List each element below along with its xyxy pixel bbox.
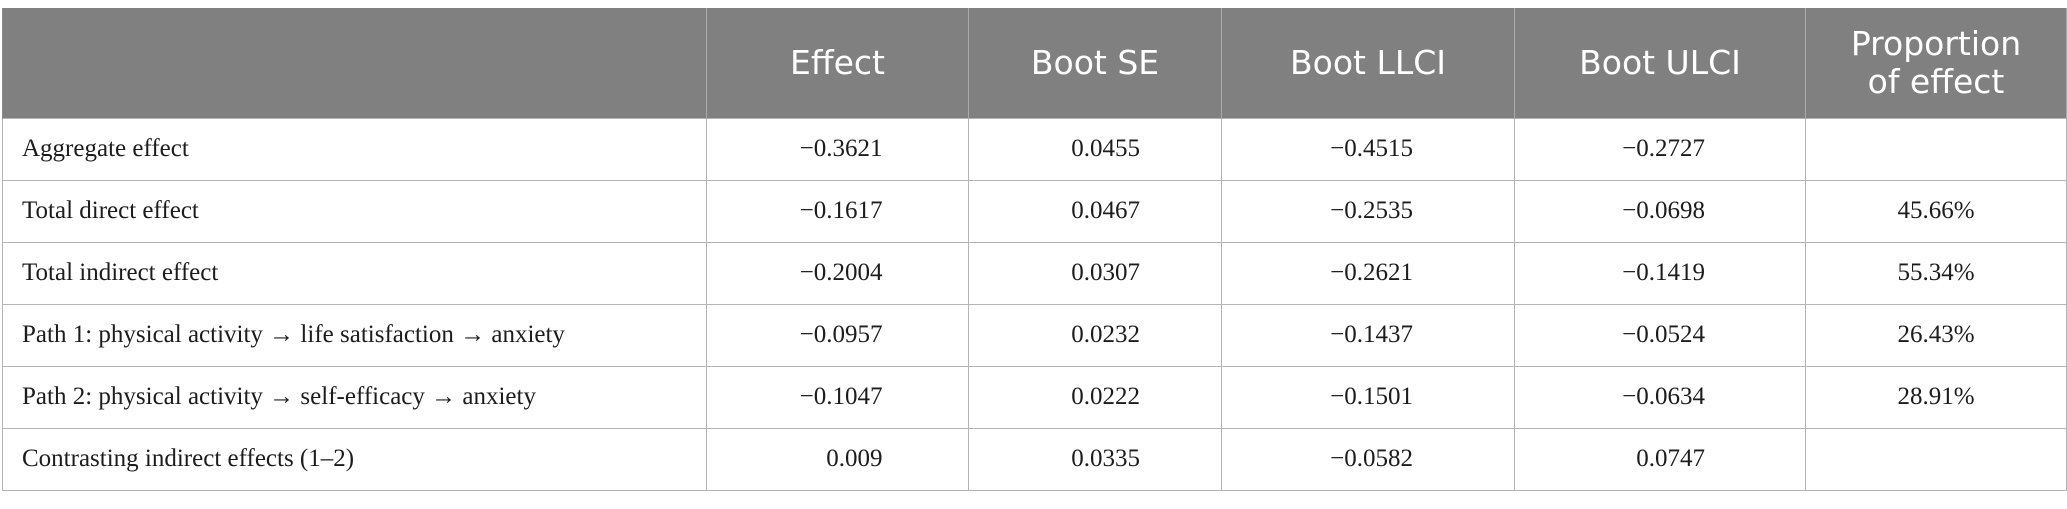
header-boot-llci: Boot LLCI <box>1221 8 1515 118</box>
cell-boot-se-value: 0.0335 <box>1071 445 1140 472</box>
row-label: Aggregate effect <box>2 117 707 181</box>
cell-boot-ulci: −0.0524 <box>1514 303 1806 367</box>
cell-boot-ulci: −0.0634 <box>1514 365 1806 429</box>
cell-boot-ulci-value: −0.0524 <box>1622 321 1705 348</box>
cell-boot-llci-value: −0.1501 <box>1330 383 1413 410</box>
cell-effect: −0.1617 <box>706 179 969 243</box>
cell-boot-se-value: 0.0467 <box>1071 197 1140 224</box>
cell-boot-ulci-value: 0.0747 <box>1636 445 1705 472</box>
cell-boot-se-value: 0.0232 <box>1071 321 1140 348</box>
table-body: Aggregate effect −0.3621 0.0455 −0.4515 −0.2… <box>2 117 2067 491</box>
cell-effect-value: −0.1617 <box>799 197 883 224</box>
cell-boot-llci: −0.4515 <box>1221 117 1515 181</box>
cell-boot-ulci: −0.2727 <box>1514 117 1806 181</box>
cell-boot-llci: −0.1501 <box>1221 365 1515 429</box>
cell-boot-llci: −0.0582 <box>1221 427 1515 491</box>
cell-effect-value: −0.1047 <box>799 383 883 410</box>
header-label-column <box>2 8 707 118</box>
cell-effect-value: 0.009 <box>826 445 883 472</box>
cell-boot-llci-value: −0.4515 <box>1330 135 1413 162</box>
cell-boot-ulci-value: −0.0698 <box>1622 197 1705 224</box>
row-label: Total direct effect <box>2 179 707 243</box>
cell-boot-llci-value: −0.0582 <box>1330 445 1413 472</box>
cell-boot-llci: −0.2535 <box>1221 179 1515 243</box>
cell-boot-se: 0.0307 <box>968 241 1222 305</box>
cell-boot-ulci: −0.0698 <box>1514 179 1806 243</box>
row-label: Path 2: physical activity → self-efficac… <box>2 365 707 429</box>
cell-boot-ulci-value: −0.1419 <box>1622 259 1705 286</box>
cell-proportion: 26.43% <box>1805 303 2067 367</box>
row-label: Total indirect effect <box>2 241 707 305</box>
cell-effect: −0.2004 <box>706 241 969 305</box>
cell-boot-ulci: −0.1419 <box>1514 241 1806 305</box>
cell-effect-value: −0.2004 <box>799 259 883 286</box>
cell-proportion <box>1805 117 2067 181</box>
cell-boot-se-value: 0.0222 <box>1071 383 1140 410</box>
cell-boot-se-value: 0.0307 <box>1071 259 1140 286</box>
header-effect: Effect <box>706 8 969 118</box>
cell-boot-se: 0.0335 <box>968 427 1222 491</box>
header-proportion-label: Proportion of effect <box>1850 23 2022 101</box>
mediation-effects-table: Effect Boot SE Boot LLCI Boot ULCI Propo… <box>2 8 2067 491</box>
table-row: Total direct effect −0.1617 0.0467 −0.2535 −… <box>2 179 2067 243</box>
cell-boot-se: 0.0467 <box>968 179 1222 243</box>
row-label: Contrasting indirect effects (1–2) <box>2 427 707 491</box>
results-table-container: Effect Boot SE Boot LLCI Boot ULCI Propo… <box>2 8 2067 491</box>
table-row: Total indirect effect −0.2004 0.0307 −0.262… <box>2 241 2067 305</box>
cell-boot-se: 0.0222 <box>968 365 1222 429</box>
cell-effect-value: −0.3621 <box>799 135 883 162</box>
cell-effect-value: −0.0957 <box>799 321 883 348</box>
cell-boot-se-value: 0.0455 <box>1071 135 1140 162</box>
cell-proportion: 55.34% <box>1805 241 2067 305</box>
header-row: Effect Boot SE Boot LLCI Boot ULCI Propo… <box>2 8 2067 118</box>
header-boot-se: Boot SE <box>968 8 1222 118</box>
cell-proportion: 28.91% <box>1805 365 2067 429</box>
table-row: Path 2: physical activity → self-efficac… <box>2 365 2067 429</box>
cell-effect: −0.0957 <box>706 303 969 367</box>
table-row: Aggregate effect −0.3621 0.0455 −0.4515 −0.2… <box>2 117 2067 181</box>
cell-effect: −0.1047 <box>706 365 969 429</box>
cell-boot-se: 0.0455 <box>968 117 1222 181</box>
cell-boot-ulci: 0.0747 <box>1514 427 1806 491</box>
table-row: Path 1: physical activity → life satisfa… <box>2 303 2067 367</box>
header-proportion-of-effect: Proportion of effect <box>1805 8 2067 118</box>
cell-boot-llci-value: −0.2621 <box>1330 259 1413 286</box>
table-header: Effect Boot SE Boot LLCI Boot ULCI Propo… <box>2 8 2067 118</box>
cell-proportion <box>1805 427 2067 491</box>
row-label: Path 1: physical activity → life satisfa… <box>2 303 707 367</box>
cell-boot-llci-value: −0.1437 <box>1330 321 1413 348</box>
table-row: Contrasting indirect effects (1–2) 0.009 0… <box>2 427 2067 491</box>
cell-boot-llci: −0.2621 <box>1221 241 1515 305</box>
cell-proportion: 45.66% <box>1805 179 2067 243</box>
cell-boot-llci-value: −0.2535 <box>1330 197 1413 224</box>
cell-boot-se: 0.0232 <box>968 303 1222 367</box>
cell-effect: 0.009 <box>706 427 969 491</box>
cell-boot-ulci-value: −0.2727 <box>1622 135 1705 162</box>
cell-boot-llci: −0.1437 <box>1221 303 1515 367</box>
header-boot-ulci: Boot ULCI <box>1514 8 1806 118</box>
cell-boot-ulci-value: −0.0634 <box>1622 383 1705 410</box>
cell-effect: −0.3621 <box>706 117 969 181</box>
